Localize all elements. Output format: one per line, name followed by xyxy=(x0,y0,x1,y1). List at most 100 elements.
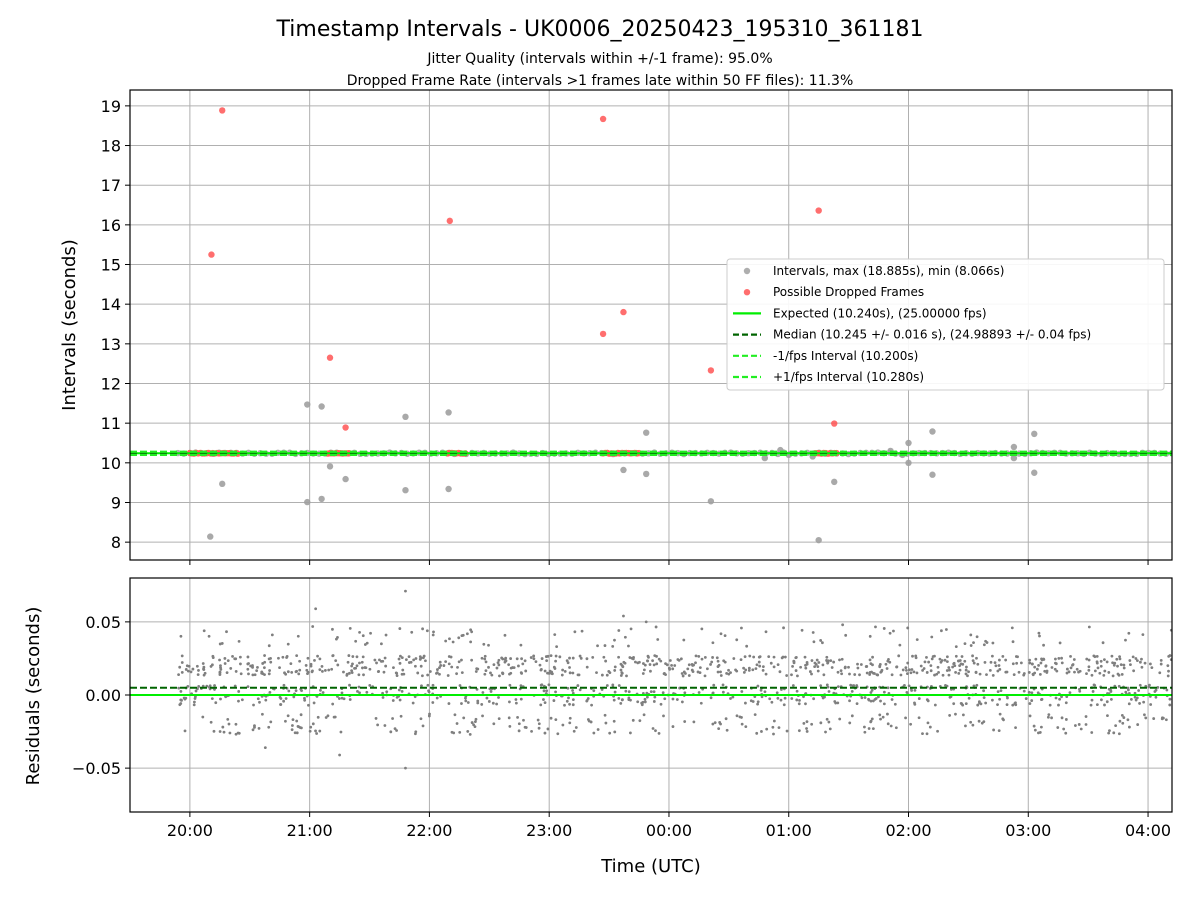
residual-point xyxy=(549,654,553,658)
residual-point xyxy=(363,643,367,646)
axes-frame xyxy=(129,89,1173,561)
residual-point xyxy=(776,663,780,666)
residual-point xyxy=(906,626,910,630)
residual-point xyxy=(641,672,645,675)
residual-point xyxy=(652,700,656,703)
residual-point xyxy=(520,671,524,675)
residual-point xyxy=(447,655,451,658)
residual-point xyxy=(444,639,448,643)
residual-point xyxy=(257,726,261,730)
residual-point xyxy=(878,713,882,717)
residual-point xyxy=(320,664,324,668)
residual-point xyxy=(318,657,322,661)
residual-point xyxy=(729,697,732,700)
residual-point xyxy=(838,658,841,662)
residual-point xyxy=(291,724,294,727)
residual-point xyxy=(547,683,551,687)
residual-point xyxy=(1148,662,1152,666)
residual-point xyxy=(721,683,725,687)
residual-point xyxy=(401,668,405,672)
residual-point xyxy=(442,664,446,667)
residual-point xyxy=(869,720,873,724)
residual-point xyxy=(870,717,874,721)
residual-point xyxy=(752,655,756,659)
y-tick-label: 0.00 xyxy=(85,686,121,705)
residual-point xyxy=(314,729,317,733)
interval-point xyxy=(318,495,325,503)
residual-point xyxy=(327,668,331,672)
residual-point xyxy=(476,701,480,705)
residual-point xyxy=(834,701,838,705)
residual-point xyxy=(925,671,929,674)
residual-point xyxy=(337,697,341,700)
residual-point xyxy=(933,673,936,677)
residual-point xyxy=(1119,663,1123,667)
residual-point xyxy=(782,703,786,707)
residual-point xyxy=(253,673,257,677)
residual-point xyxy=(738,715,742,719)
residual-point xyxy=(974,671,978,675)
residual-point xyxy=(812,640,816,644)
residual-point xyxy=(585,657,589,661)
residual-point xyxy=(269,660,273,664)
residual-point xyxy=(568,671,572,675)
residual-point xyxy=(426,683,430,687)
residual-point xyxy=(757,660,761,664)
residual-point xyxy=(869,699,873,703)
residual-point xyxy=(1120,713,1124,717)
residual-point xyxy=(474,670,478,673)
residual-point xyxy=(910,668,914,671)
residual-point xyxy=(855,702,859,706)
residual-point xyxy=(566,686,570,690)
residual-point xyxy=(638,719,642,723)
residual-point xyxy=(794,669,798,672)
residual-point xyxy=(560,673,564,677)
residual-point xyxy=(309,725,313,729)
residual-point xyxy=(585,665,589,669)
residual-point xyxy=(347,654,351,657)
residual-point xyxy=(975,635,979,639)
legend-box xyxy=(726,258,1165,391)
x-tick-label: 21:00 xyxy=(287,821,333,840)
residual-point xyxy=(947,666,951,669)
residual-point xyxy=(847,665,850,669)
residual-point xyxy=(740,722,744,726)
residual-point xyxy=(421,724,425,728)
residual-point xyxy=(998,667,1002,671)
residual-point xyxy=(648,663,652,666)
residual-point xyxy=(864,665,868,668)
figure-title: Timestamp Intervals - UK0006_20250423_19… xyxy=(276,17,924,42)
residuals-panel: 20:00 21:00 22:00 23:00 00:00 01:00 02:00 03:00… xyxy=(72,577,1173,840)
residual-point xyxy=(1116,664,1119,668)
residual-point xyxy=(686,667,690,671)
residual-point xyxy=(711,722,715,726)
residual-point xyxy=(421,656,425,660)
residual-point xyxy=(556,732,560,736)
dropped-frame-point xyxy=(599,330,607,338)
residual-point xyxy=(511,666,515,669)
legend-label: -1/fps Interval (10.200s) xyxy=(773,349,918,363)
residual-point xyxy=(1042,643,1045,647)
residual-point xyxy=(346,660,350,664)
residual-point xyxy=(331,654,335,657)
residual-point xyxy=(1132,669,1136,673)
residual-point xyxy=(1036,691,1040,695)
residual-point xyxy=(1107,671,1111,674)
residual-point xyxy=(664,662,667,666)
residual-point xyxy=(815,658,819,662)
residual-point xyxy=(1069,666,1073,670)
residual-point xyxy=(1093,683,1097,687)
residual-point xyxy=(642,662,645,665)
interval-point xyxy=(905,459,912,467)
residual-point xyxy=(657,731,661,735)
residual-point xyxy=(414,657,418,660)
residual-point xyxy=(712,683,716,687)
residual-point xyxy=(1106,714,1109,718)
residual-point xyxy=(953,664,957,668)
residual-point xyxy=(563,669,567,673)
residual-point xyxy=(709,696,713,700)
residual-point xyxy=(482,642,486,646)
series-intervals xyxy=(174,401,1172,544)
residual-point xyxy=(1112,663,1116,667)
y-tick-label: 9 xyxy=(111,493,121,512)
